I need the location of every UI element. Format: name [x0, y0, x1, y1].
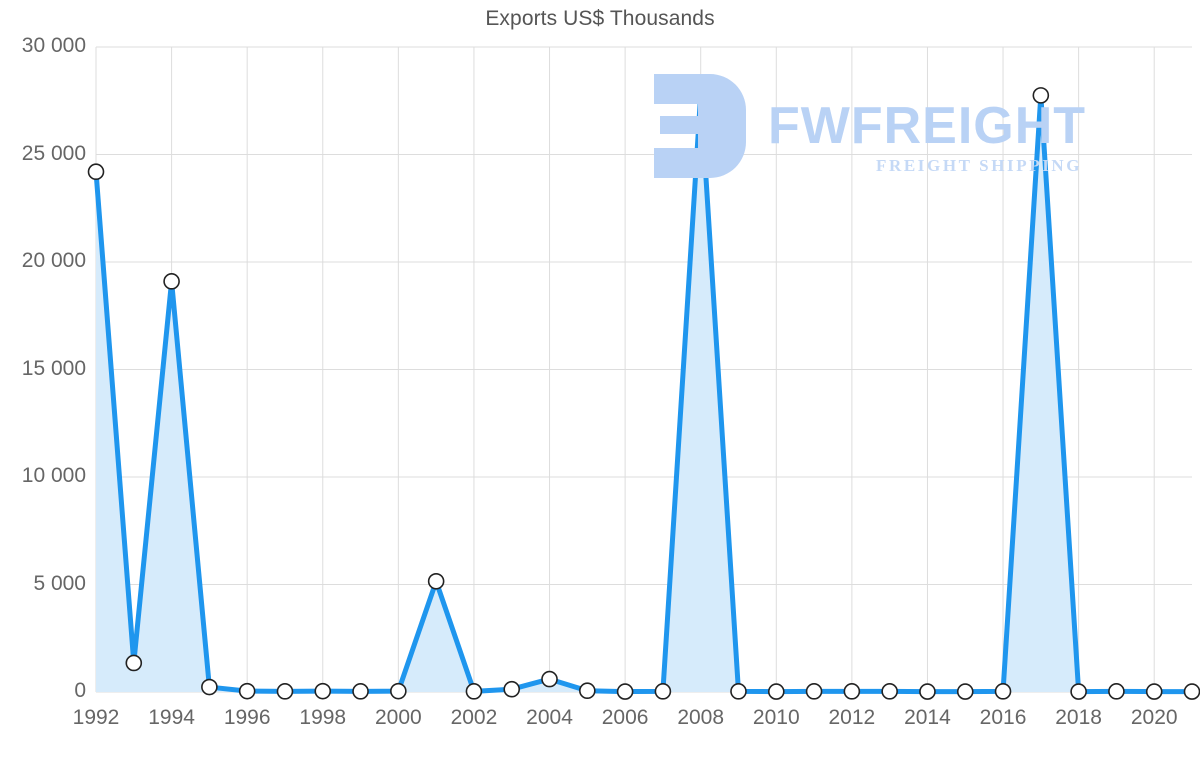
data-point-marker[interactable] — [767, 683, 785, 700]
x-axis-tick-label: 2018 — [1055, 706, 1102, 729]
data-point-marker[interactable] — [579, 682, 596, 700]
data-point-marker[interactable] — [692, 86, 709, 103]
data-point-marker[interactable] — [314, 682, 332, 700]
data-point-marker[interactable] — [163, 273, 180, 290]
x-axis-tick-label: 1998 — [299, 706, 347, 729]
x-axis-tick-label: 2002 — [450, 706, 498, 729]
x-axis-tick-label: 2014 — [904, 706, 951, 729]
area-fill — [96, 94, 1192, 693]
chart-title: Exports US$ Thousands — [485, 7, 715, 30]
data-point-marker[interactable] — [1108, 683, 1125, 700]
y-axis-tick-label: 5 000 — [33, 571, 86, 595]
x-axis-tick-label: 2000 — [374, 706, 422, 729]
y-axis-tick-label: 20 000 — [21, 249, 86, 272]
y-axis-tick-label: 30 000 — [21, 34, 86, 57]
data-point-marker[interactable] — [956, 683, 974, 700]
data-point-marker[interactable] — [238, 682, 256, 700]
x-axis-tick-label: 1994 — [148, 706, 195, 729]
y-axis-tick-label: 15 000 — [21, 356, 86, 380]
data-point-marker[interactable] — [427, 572, 445, 590]
data-point-marker[interactable] — [465, 683, 483, 700]
x-axis-tick-label: 1992 — [72, 706, 120, 729]
x-axis-tick-label: 2006 — [601, 706, 649, 729]
data-point-marker[interactable] — [390, 682, 407, 700]
data-point-marker[interactable] — [1070, 683, 1087, 700]
data-point-marker[interactable] — [87, 163, 105, 180]
data-point-marker[interactable] — [541, 670, 558, 688]
x-axis-tick-label: 2010 — [752, 706, 800, 729]
data-point-marker[interactable] — [503, 680, 521, 698]
y-axis-tick-label: 10 000 — [21, 464, 86, 487]
data-point-marker[interactable] — [276, 683, 294, 700]
data-point-marker[interactable] — [1145, 683, 1163, 700]
x-axis-tick-label: 2004 — [526, 706, 573, 729]
data-point-marker[interactable] — [352, 683, 369, 700]
data-point-marker[interactable] — [994, 683, 1012, 700]
data-point-marker[interactable] — [616, 683, 634, 700]
data-point-marker[interactable] — [919, 683, 936, 700]
x-axis-tick-label: 2012 — [828, 706, 876, 729]
data-point-marker[interactable] — [125, 654, 143, 672]
y-axis-tick-label: 25 000 — [21, 141, 86, 165]
x-axis-tick-label: 1996 — [223, 706, 271, 729]
data-point-marker[interactable] — [201, 678, 218, 696]
data-point-marker[interactable] — [805, 683, 823, 700]
data-point-marker[interactable] — [654, 683, 672, 700]
data-point-marker[interactable] — [1183, 683, 1200, 700]
x-axis-tick-label: 2008 — [677, 706, 725, 729]
y-axis-tick-label: 0 — [74, 679, 86, 702]
data-point-marker[interactable] — [881, 683, 898, 700]
x-axis-tick-label: 2016 — [979, 706, 1027, 729]
data-point-marker[interactable] — [843, 683, 861, 700]
data-point-marker[interactable] — [730, 683, 747, 700]
series-area — [96, 94, 1192, 693]
x-axis-tick-label: 2020 — [1130, 706, 1178, 729]
data-point-marker[interactable] — [1032, 87, 1050, 104]
